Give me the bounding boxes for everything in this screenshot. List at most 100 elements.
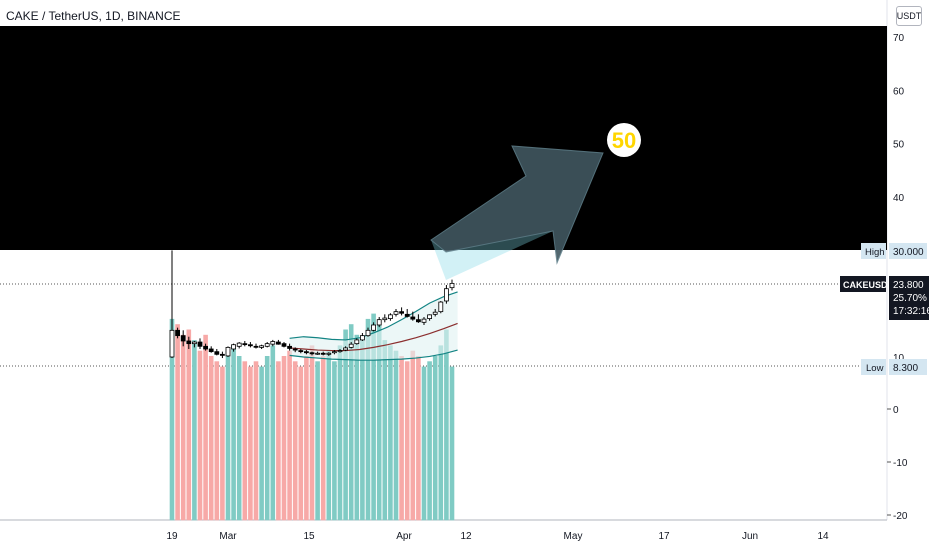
candle-body <box>208 348 214 353</box>
volume-bar <box>393 350 399 521</box>
volume-bar <box>281 356 287 521</box>
price-tick-label: 60 <box>893 86 905 97</box>
target-arrow <box>430 145 604 265</box>
high-label-tag <box>861 243 886 259</box>
candle-body <box>191 341 197 345</box>
price-tick-label: 10 <box>893 353 905 364</box>
low-value: 8.300 <box>893 363 918 374</box>
volume-bar <box>332 361 337 521</box>
volume-bar <box>197 350 203 521</box>
candle-body <box>410 316 416 320</box>
volume-bar <box>236 356 242 521</box>
volume-bar <box>169 318 175 521</box>
volume-bar <box>180 334 186 521</box>
candle-body <box>320 352 326 355</box>
candle-body <box>203 345 209 350</box>
time-tick-label: Mar <box>219 531 237 542</box>
volume-tick-label: -20 <box>893 511 908 522</box>
candle-body <box>415 319 421 323</box>
high-label: High <box>865 247 885 258</box>
currency-button[interactable]: USDT <box>896 6 922 26</box>
volume-bar <box>203 334 208 521</box>
candle-body <box>365 329 371 337</box>
volume-bar <box>360 340 365 521</box>
black-overlay <box>0 26 887 250</box>
candle-body <box>225 346 231 357</box>
volume-bar <box>192 340 197 521</box>
candle-body <box>371 324 377 331</box>
candle-body <box>169 329 175 358</box>
candle-body <box>331 351 337 354</box>
volume-bar <box>276 361 281 521</box>
candle-body <box>259 345 265 348</box>
candle-body <box>309 352 315 355</box>
bollinger-upper-line <box>289 291 458 341</box>
candle-body <box>264 343 270 347</box>
last-price-tag <box>889 276 929 320</box>
time-tick-label: Apr <box>396 531 412 542</box>
volume-bar <box>432 356 438 521</box>
time-tick-label: 17 <box>658 531 670 542</box>
time-tick-label: 14 <box>817 531 829 542</box>
volume-bar <box>348 324 354 521</box>
bollinger-lower-line <box>289 349 458 361</box>
volume-bar <box>270 345 276 521</box>
candle-body <box>303 351 309 354</box>
candle-body <box>247 344 253 347</box>
candle-body <box>236 342 242 347</box>
volume-bar <box>365 318 371 521</box>
volume-bar <box>309 345 315 521</box>
candle-body <box>359 335 365 341</box>
volume-bar <box>259 366 264 521</box>
candle-body <box>421 318 427 323</box>
low-label-tag <box>861 359 886 375</box>
candle-body <box>343 347 349 351</box>
candle-body <box>315 352 321 355</box>
candle-body <box>427 314 433 319</box>
candle-body <box>393 311 399 315</box>
chart-title: CAKE / TetherUS, 1D, BINANCE <box>6 9 181 23</box>
volume-bar <box>208 356 214 521</box>
candle-body <box>387 314 393 319</box>
volume-bar <box>225 350 231 521</box>
volume-bar <box>371 313 376 521</box>
volume-bar <box>253 361 259 521</box>
volume-bar <box>343 329 348 521</box>
volume-bar <box>376 324 382 521</box>
candle-body <box>270 341 276 345</box>
volume-bar <box>220 366 225 521</box>
volume-bar <box>427 361 432 521</box>
candle-body <box>404 313 410 317</box>
candle-body <box>287 345 293 349</box>
time-tick-label: Jun <box>742 531 758 542</box>
volume-tick-label: -10 <box>893 458 908 469</box>
volume-bar <box>337 345 343 521</box>
candle-body <box>348 343 354 348</box>
volume-bar <box>242 361 248 521</box>
volume-bar <box>399 356 404 521</box>
candle-body <box>337 350 343 353</box>
volume-bar <box>382 340 388 521</box>
candle-body <box>292 348 298 351</box>
volume-bar <box>438 345 444 521</box>
volume-bar <box>354 334 360 521</box>
candle-body <box>231 344 237 350</box>
candle-body <box>175 329 181 337</box>
candle-body <box>186 340 192 345</box>
volume-bar <box>410 350 416 521</box>
volume-bar <box>186 329 192 521</box>
volume-bar <box>449 366 455 521</box>
volume-bar <box>292 361 298 521</box>
candle-body <box>275 341 281 345</box>
low-label: Low <box>866 363 884 374</box>
symbol-tag <box>840 276 886 292</box>
change-percent: 25.70% <box>893 293 927 304</box>
volume-bar <box>304 356 309 521</box>
price-tick-label: 40 <box>893 193 905 204</box>
countdown: 17:32:16 <box>893 306 932 317</box>
candle-body <box>281 343 287 347</box>
high-value: 30.000 <box>893 247 924 258</box>
volume-bar <box>421 366 427 521</box>
high-value-tag <box>889 243 927 259</box>
